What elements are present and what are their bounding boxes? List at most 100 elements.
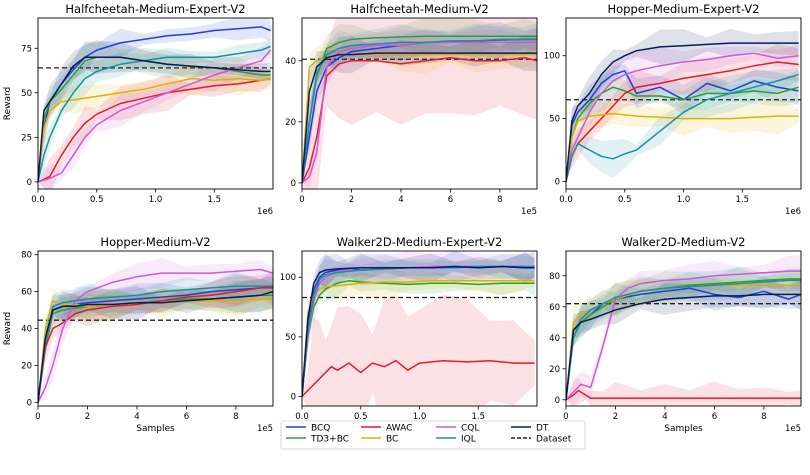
series-line-dt xyxy=(38,56,271,182)
band-cql xyxy=(302,27,537,188)
series-line-awac xyxy=(302,56,537,184)
x-axis-label: Samples xyxy=(664,424,703,434)
axes-frame xyxy=(565,17,802,190)
panel-title: Hopper-Medium-Expert-V2 xyxy=(608,2,760,16)
panel-hopper-medium-expert-v2: Hopper-Medium-Expert-V2 0.0 0.5 1.0 1.5 0 50 10… xyxy=(544,2,802,217)
x-tick-label: 1.0 xyxy=(677,195,691,205)
x-tick-label: 1.0 xyxy=(413,412,427,422)
legend-label: AWAC xyxy=(386,424,412,434)
y-tick-label: 0 xyxy=(27,178,32,188)
legend-item-dt: DT xyxy=(511,424,549,434)
axes-frame xyxy=(301,250,538,407)
series-line-bc xyxy=(566,112,799,182)
x-multiplier: 1e6 xyxy=(785,207,801,217)
legend-item-bc: BC xyxy=(361,435,398,445)
band-cql xyxy=(38,258,273,403)
panel-halfcheetah-medium-v2: Halfcheetah-Medium-V2 0 2 4 6 8 0 20 40 1e5 xyxy=(285,2,538,217)
axes-frame xyxy=(301,17,538,190)
band-bc xyxy=(38,61,271,182)
y-tick-label: 20 xyxy=(285,118,296,128)
legend-item-awac: AWAC xyxy=(361,424,412,434)
band-td3-bc xyxy=(302,18,537,183)
legend-item-bcq: BCQ xyxy=(286,424,330,434)
panel-title: Hopper-Medium-V2 xyxy=(100,235,210,249)
panel-title: Halfcheetah-Medium-Expert-V2 xyxy=(65,2,245,16)
panel-walker2d-medium-expert-v2: Walker2D-Medium-Expert-V2 0.0 0.5 1.0 1.5 0 50… xyxy=(280,235,538,434)
y-tick-label: 80 xyxy=(21,251,32,261)
series-line-awac xyxy=(38,77,271,183)
x-tick-label: 8 xyxy=(497,195,502,205)
x-tick-label: 1.0 xyxy=(149,195,163,205)
series-line-dt xyxy=(302,52,537,183)
series-line-cql xyxy=(566,52,799,182)
axes-frame xyxy=(565,250,802,407)
band-td3-bc xyxy=(566,69,799,182)
band-bcq xyxy=(566,64,799,182)
band-cql xyxy=(566,43,799,182)
series-line-iql xyxy=(566,279,801,400)
band-bc xyxy=(302,265,535,397)
y-axis-label: Reward xyxy=(3,87,13,121)
x-tick-label: 4 xyxy=(134,412,139,422)
series-line-awac xyxy=(566,389,801,401)
band-bc xyxy=(566,273,801,400)
axes-frame xyxy=(37,250,274,407)
panel-title: Halfcheetah-Medium-V2 xyxy=(350,2,488,16)
band-bcq xyxy=(566,275,801,400)
band-iql xyxy=(38,38,271,182)
band-cql xyxy=(566,255,801,405)
series-line-dt xyxy=(302,265,535,397)
legend-label: CQL xyxy=(461,424,479,434)
x-tick-label: 6 xyxy=(712,412,717,422)
series-line-cql xyxy=(566,270,801,401)
band-cql xyxy=(302,251,535,397)
y-tick-label: 40 xyxy=(549,334,560,344)
series-line-cql xyxy=(302,41,537,184)
x-tick-label: 2 xyxy=(349,195,354,205)
series-line-awac xyxy=(566,61,799,182)
plot-area xyxy=(566,255,801,406)
legend-item-td3-bc: TD3+BC xyxy=(286,435,349,445)
legend-label: BC xyxy=(386,435,398,445)
y-axis-label: Reward xyxy=(3,312,13,346)
y-tick-label: 100 xyxy=(280,273,296,283)
panel-title: Walker2D-Medium-Expert-V2 xyxy=(337,235,503,249)
x-tick-label: 8 xyxy=(761,412,766,422)
plot-area xyxy=(302,18,537,189)
band-bc xyxy=(38,283,273,403)
x-tick-label: 4 xyxy=(398,195,403,205)
x-multiplier: 1e5 xyxy=(257,424,273,434)
series-line-cql xyxy=(38,268,273,403)
legend-label: DT xyxy=(536,424,549,434)
series-line-td3-bc xyxy=(566,86,799,182)
panel-walker2d-medium-v2: Walker2D-Medium-V20 2 4 6 80204060801e5Sampl… xyxy=(549,235,802,434)
y-tick-label: 40 xyxy=(21,325,32,335)
series-line-iql xyxy=(566,73,799,182)
x-tick-label: 1.5 xyxy=(735,195,749,205)
legend-item-dataset: Dataset xyxy=(511,435,572,445)
y-tick-label: 0 xyxy=(27,398,32,408)
x-tick-label: 0 xyxy=(563,412,568,422)
y-tick-label: 0 xyxy=(555,177,560,187)
x-tick-label: 6 xyxy=(448,195,453,205)
band-iql xyxy=(566,67,799,182)
band-iql xyxy=(566,268,801,400)
band-dt xyxy=(566,278,801,400)
x-tick-label: 0.0 xyxy=(559,195,573,205)
plot-area xyxy=(38,18,273,189)
y-tick-label: 75 xyxy=(21,44,32,54)
panel-title: Walker2D-Medium-V2 xyxy=(622,235,746,249)
band-bcq xyxy=(38,18,271,182)
y-tick-label: 50 xyxy=(285,333,296,343)
y-tick-label: 0 xyxy=(555,396,560,406)
legend-label: BCQ xyxy=(311,424,330,434)
series-line-dt xyxy=(38,290,273,403)
panel-halfcheetah-medium-expert-v2: Halfcheetah-Medium-Expert-V2 0.0 0.5 1.0 1.5… xyxy=(3,2,274,217)
plot-area xyxy=(302,251,537,406)
x-tick-label: 2 xyxy=(85,412,90,422)
y-tick-label: 0 xyxy=(291,392,296,402)
y-tick-label: 25 xyxy=(21,133,32,143)
series-line-awac xyxy=(38,287,273,403)
legend-label: Dataset xyxy=(536,435,572,445)
